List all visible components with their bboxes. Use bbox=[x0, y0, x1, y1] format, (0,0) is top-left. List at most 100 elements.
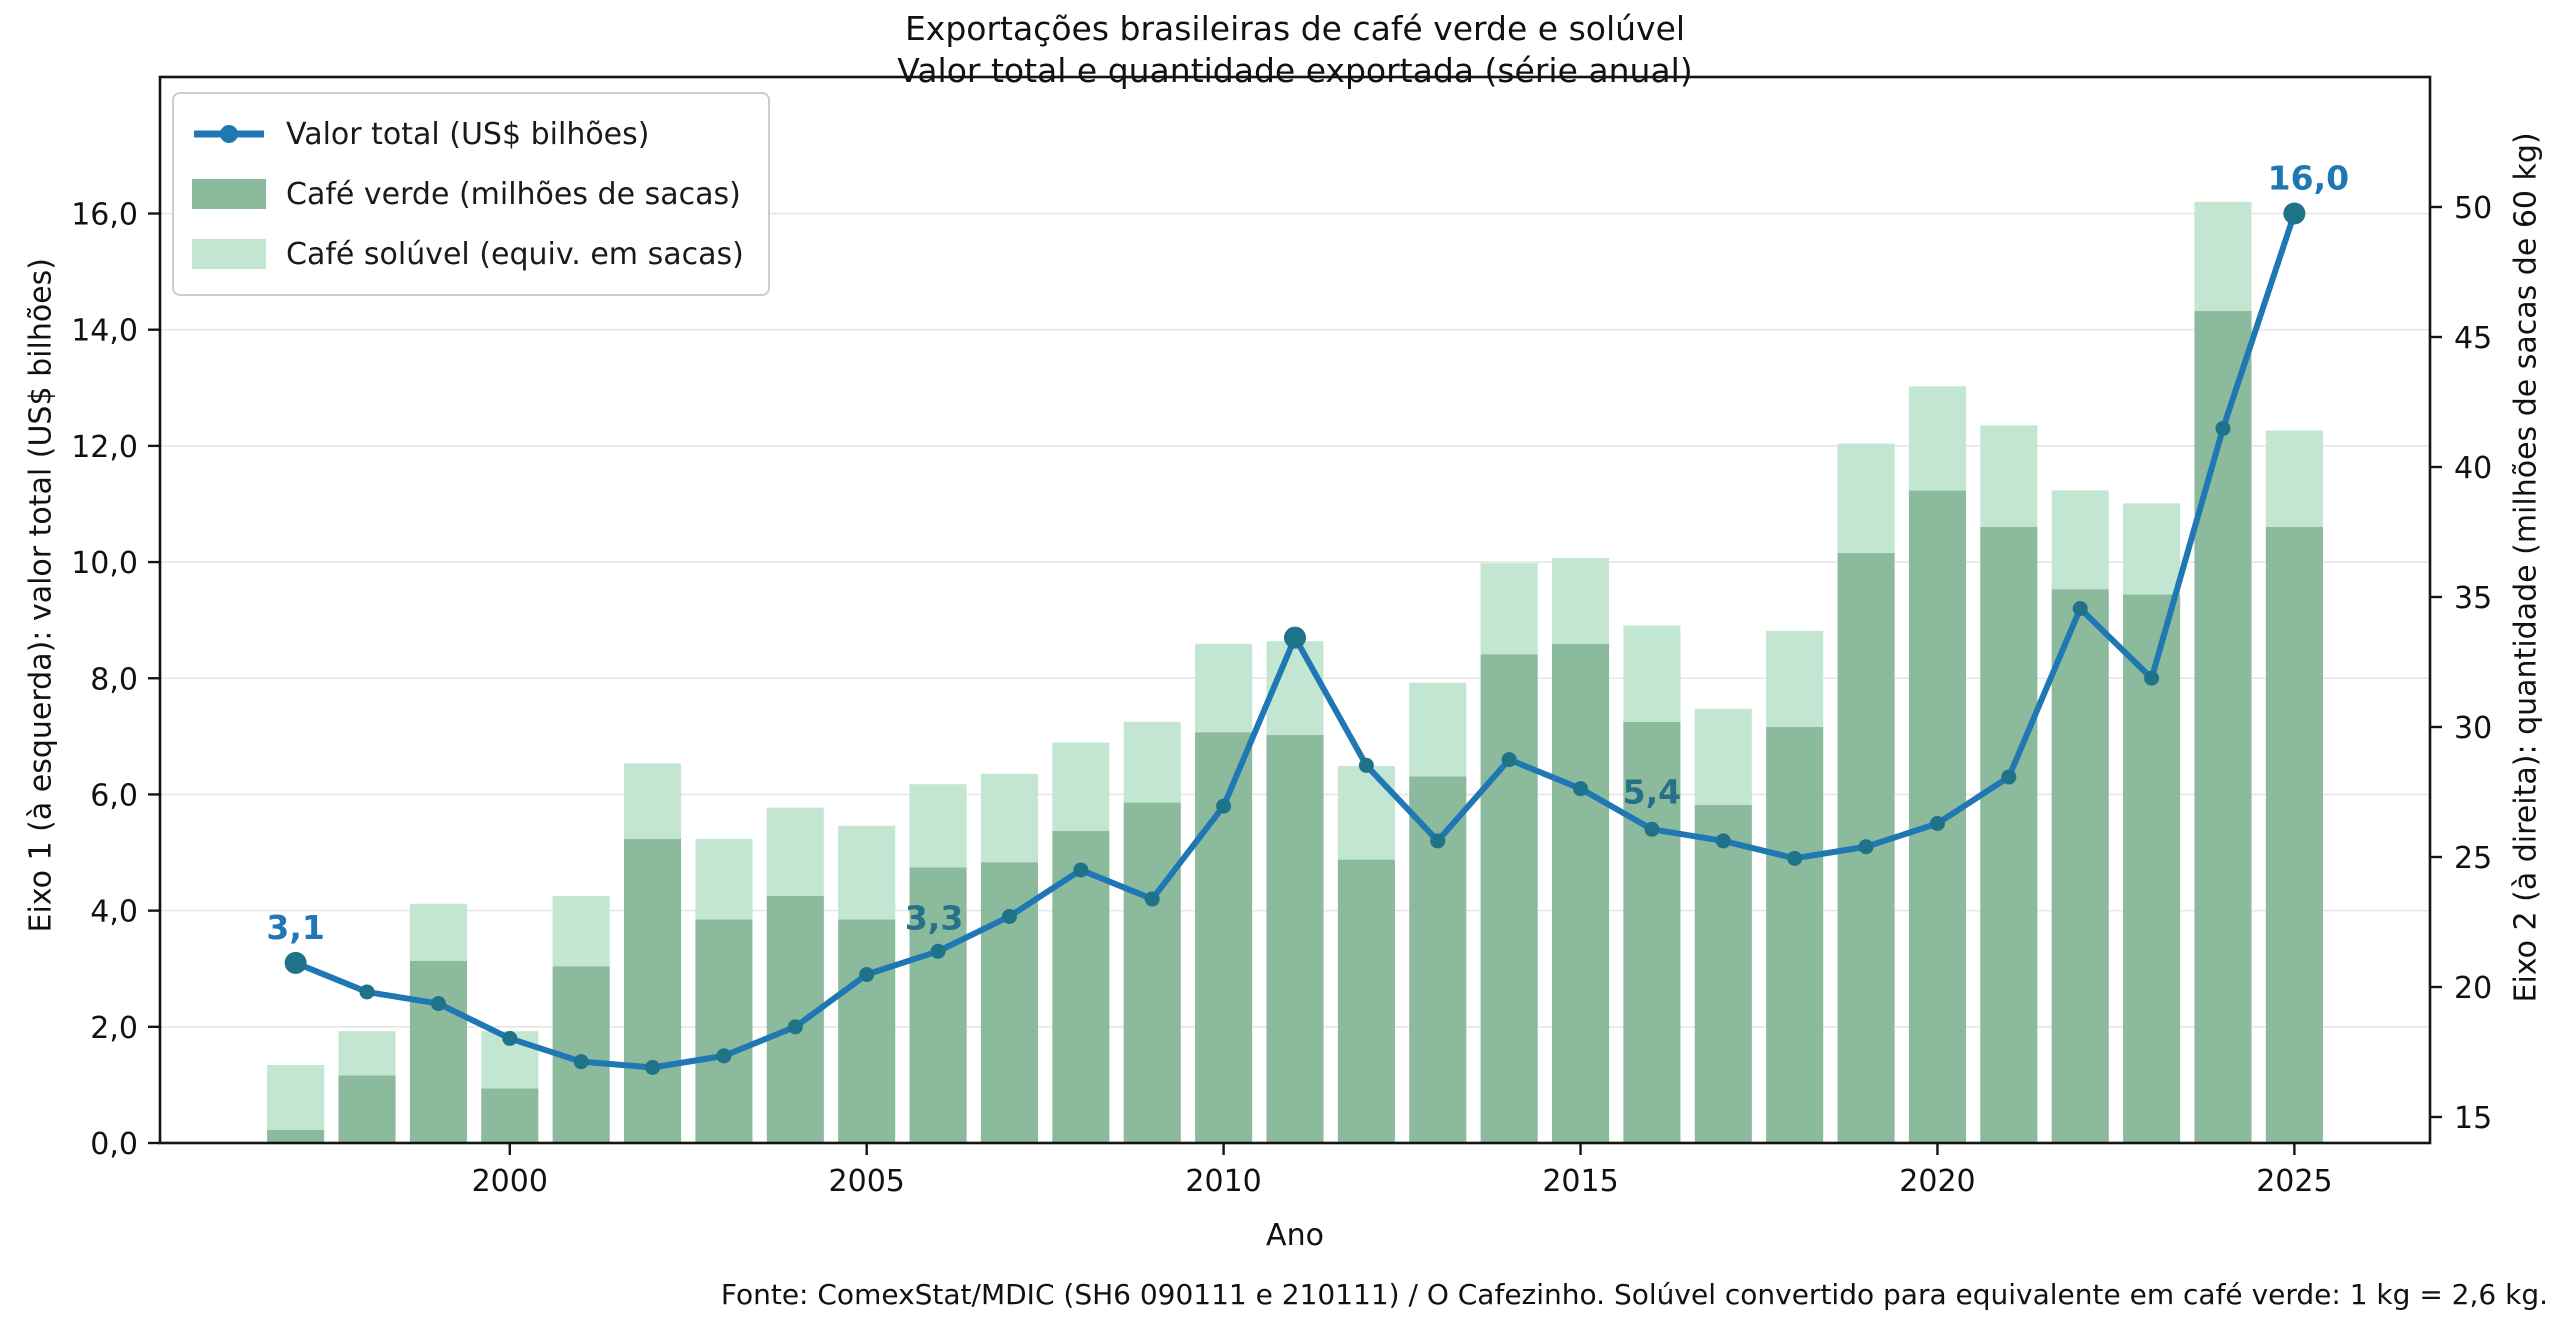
marker-2013 bbox=[1430, 833, 1446, 849]
x-tick-label: 2020 bbox=[1899, 1164, 1975, 1199]
annotation-16_0: 16,0 bbox=[2268, 159, 2349, 198]
y-left-tick-label: 16,0 bbox=[71, 198, 138, 233]
legend: Valor total (US$ bilhões) Café verde (mi… bbox=[172, 92, 770, 296]
marker-2006 bbox=[930, 943, 946, 959]
bar-cafe-soluvel-2016 bbox=[1623, 625, 1681, 722]
bar-cafe-soluvel-2009 bbox=[1123, 721, 1181, 803]
bar-cafe-verde-2010 bbox=[1195, 732, 1253, 1143]
bar-cafe-verde-2005 bbox=[838, 919, 896, 1143]
marker-2010 bbox=[1216, 798, 1232, 814]
marker-2004 bbox=[787, 1019, 803, 1035]
bar-cafe-soluvel-2015 bbox=[1551, 558, 1610, 644]
x-tick-label: 2025 bbox=[2256, 1164, 2332, 1199]
bar-cafe-verde-2002 bbox=[623, 838, 682, 1143]
bar-cafe-verde-2009 bbox=[1123, 802, 1181, 1143]
marker-1998 bbox=[359, 984, 375, 1000]
bar-cafe-soluvel-2019 bbox=[1837, 443, 1895, 553]
y-left-tick-label: 12,0 bbox=[71, 430, 138, 465]
bar-cafe-soluvel-2017 bbox=[1694, 708, 1752, 805]
chart-title: Exportações brasileiras de café verde e … bbox=[0, 8, 2560, 92]
marker-2015 bbox=[1573, 781, 1589, 797]
marker-2023 bbox=[2144, 670, 2160, 686]
legend-item-valor-total: Valor total (US$ bilhões) bbox=[192, 108, 744, 160]
verde-swatch-icon bbox=[192, 179, 266, 209]
bar-cafe-verde-2014 bbox=[1480, 654, 1538, 1143]
bar-cafe-verde-2017 bbox=[1694, 805, 1752, 1143]
x-tick-label: 2000 bbox=[472, 1164, 548, 1199]
line-swatch-icon bbox=[194, 125, 264, 143]
bar-cafe-verde-2022 bbox=[2051, 589, 2109, 1143]
y-left-tick-label: 2,0 bbox=[90, 1011, 138, 1046]
chart-title-line2: Valor total e quantidade exportada (séri… bbox=[897, 51, 1693, 90]
bar-cafe-soluvel-2004 bbox=[766, 807, 824, 896]
bar-cafe-soluvel-1998 bbox=[338, 1031, 396, 1076]
marker-2025 bbox=[2283, 202, 2306, 225]
bar-cafe-soluvel-2003 bbox=[695, 838, 753, 920]
legend-label-valor-total: Valor total (US$ bilhões) bbox=[286, 116, 650, 152]
bar-cafe-soluvel-2010 bbox=[1195, 643, 1253, 733]
y-right-tick-label: 45 bbox=[2454, 321, 2492, 356]
y-right-tick-label: 30 bbox=[2454, 711, 2492, 746]
bar-cafe-verde-2021 bbox=[1980, 526, 2038, 1143]
bar-cafe-soluvel-2014 bbox=[1480, 563, 1538, 655]
bar-cafe-soluvel-2013 bbox=[1409, 682, 1467, 777]
bar-cafe-verde-1998 bbox=[338, 1075, 396, 1143]
bar-cafe-verde-1999 bbox=[409, 961, 467, 1143]
bar-cafe-verde-2018 bbox=[1766, 727, 1824, 1143]
marker-2005 bbox=[859, 967, 875, 983]
x-tick-label: 2010 bbox=[1185, 1164, 1261, 1199]
bar-cafe-soluvel-2006 bbox=[909, 784, 967, 868]
y-right-tick-label: 50 bbox=[2454, 191, 2492, 226]
bar-cafe-verde-2015 bbox=[1551, 643, 1610, 1143]
marker-1997 bbox=[284, 951, 307, 974]
y-left-tick-label: 10,0 bbox=[71, 546, 138, 581]
x-axis-label: Ano bbox=[1266, 1218, 1324, 1253]
annotation-3_3: 3,3 bbox=[905, 898, 963, 937]
y-left-tick-label: 14,0 bbox=[71, 314, 138, 349]
marker-2020 bbox=[1929, 815, 1945, 831]
y-right-tick-label: 35 bbox=[2454, 581, 2492, 616]
bar-cafe-verde-2013 bbox=[1409, 776, 1467, 1143]
bar-cafe-soluvel-2021 bbox=[1980, 425, 2038, 527]
annotation-5_4: 5,4 bbox=[1623, 772, 1681, 811]
bar-cafe-soluvel-2018 bbox=[1766, 630, 1824, 727]
marker-2014 bbox=[1501, 752, 1517, 768]
bar-cafe-soluvel-2008 bbox=[1052, 742, 1110, 831]
bar-cafe-soluvel-2024 bbox=[2194, 201, 2252, 311]
marker-2002 bbox=[645, 1059, 661, 1075]
y-right-tick-label: 40 bbox=[2454, 451, 2492, 486]
marker-1999 bbox=[430, 996, 446, 1012]
bar-cafe-soluvel-2025 bbox=[2265, 430, 2323, 527]
bar-cafe-verde-2012 bbox=[1337, 859, 1395, 1143]
marker-2024 bbox=[2215, 420, 2231, 436]
y-right-tick-label: 20 bbox=[2454, 971, 2492, 1006]
bar-cafe-soluvel-2005 bbox=[838, 825, 896, 920]
bar-cafe-soluvel-2002 bbox=[623, 763, 682, 839]
plot-border bbox=[158, 75, 2432, 1145]
y-left-tick-label: 6,0 bbox=[90, 778, 138, 813]
bar-cafe-verde-2011 bbox=[1266, 734, 1324, 1143]
source-footnote: Fonte: ComexStat/MDIC (SH6 090111 e 2101… bbox=[720, 1278, 2548, 1311]
chart-title-line1: Exportações brasileiras de café verde e … bbox=[904, 9, 1686, 48]
marker-2021 bbox=[2001, 769, 2017, 785]
bar-cafe-soluvel-2012 bbox=[1337, 766, 1395, 860]
bar-cafe-verde-2016 bbox=[1623, 721, 1681, 1143]
soluvel-swatch-icon bbox=[192, 239, 266, 269]
marker-2017 bbox=[1715, 833, 1731, 849]
legend-item-cafe-verde: Café verde (milhões de sacas) bbox=[192, 168, 744, 220]
marker-2011 bbox=[1284, 626, 1306, 649]
bar-cafe-verde-2023 bbox=[2123, 594, 2181, 1143]
marker-2008 bbox=[1073, 862, 1089, 878]
legend-label-cafe-soluvel: Café solúvel (equiv. em sacas) bbox=[286, 236, 744, 272]
marker-2003 bbox=[716, 1048, 732, 1064]
marker-2016 bbox=[1644, 821, 1660, 837]
x-tick-label: 2015 bbox=[1542, 1164, 1618, 1199]
marker-2018 bbox=[1787, 850, 1803, 866]
bar-cafe-verde-2000 bbox=[481, 1088, 539, 1143]
x-tick-label: 2005 bbox=[829, 1164, 905, 1199]
bar-cafe-soluvel-1999 bbox=[409, 903, 467, 961]
bar-cafe-verde-2024 bbox=[2194, 311, 2252, 1143]
bar-cafe-verde-2025 bbox=[2265, 526, 2323, 1143]
